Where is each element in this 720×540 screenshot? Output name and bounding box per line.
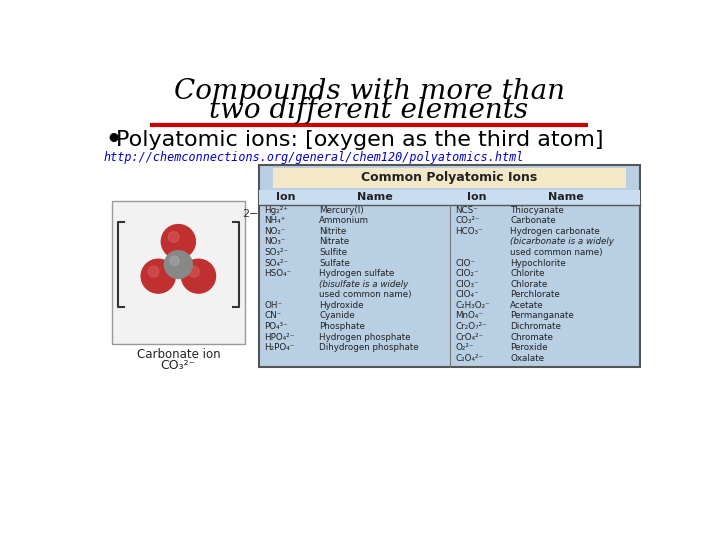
Circle shape [148,266,159,277]
Text: (bicarbonate is a widely: (bicarbonate is a widely [510,238,614,246]
Text: Acetate: Acetate [510,301,544,310]
Text: Hydrogen carbonate: Hydrogen carbonate [510,227,600,236]
Text: Nitrite: Nitrite [320,227,346,236]
Text: Compounds with more than: Compounds with more than [174,78,564,105]
Text: Common Polyatomic Ions: Common Polyatomic Ions [361,172,538,185]
Circle shape [170,256,179,265]
Text: two different elements: two different elements [210,98,528,125]
Text: ClO₄⁻: ClO₄⁻ [455,291,479,299]
Text: Hg₂²⁺: Hg₂²⁺ [264,206,289,215]
Text: Permanganate: Permanganate [510,312,574,320]
Text: C₂O₄²⁻: C₂O₄²⁻ [455,354,483,363]
Text: Perchlorate: Perchlorate [510,291,560,299]
Text: SO₄²⁻: SO₄²⁻ [264,259,289,268]
Text: Hydroxide: Hydroxide [320,301,364,310]
Text: ClO⁻: ClO⁻ [455,259,475,268]
Text: Peroxide: Peroxide [510,343,547,352]
Text: CrO₄²⁻: CrO₄²⁻ [455,333,483,342]
Text: •: • [104,126,122,155]
Text: CO₃²⁻: CO₃²⁻ [455,217,480,225]
Text: PO₄³⁻: PO₄³⁻ [264,322,288,331]
Text: (bisulfate is a widely: (bisulfate is a widely [320,280,409,289]
Text: Chlorate: Chlorate [510,280,547,289]
Text: HCO₃⁻: HCO₃⁻ [455,227,483,236]
Text: HSO₄⁻: HSO₄⁻ [264,269,292,278]
Circle shape [168,232,179,242]
Text: SO₃²⁻: SO₃²⁻ [264,248,289,257]
Text: ClO₂⁻: ClO₂⁻ [455,269,479,278]
Text: Carbonate ion: Carbonate ion [137,348,220,361]
Text: Chromate: Chromate [510,333,553,342]
Circle shape [164,251,192,279]
Text: Mercury(I): Mercury(I) [320,206,364,215]
Text: 2−: 2− [242,209,258,219]
Text: Cr₂O₇²⁻: Cr₂O₇²⁻ [455,322,487,331]
Text: C₂H₃O₂⁻: C₂H₃O₂⁻ [455,301,490,310]
Text: Carbonate: Carbonate [510,217,556,225]
Circle shape [189,266,199,277]
Text: CN⁻: CN⁻ [264,312,282,320]
Text: Hydrogen sulfate: Hydrogen sulfate [320,269,395,278]
Text: NH₄⁺: NH₄⁺ [264,217,286,225]
Circle shape [141,259,175,293]
Text: Cyanide: Cyanide [320,312,355,320]
Text: MnO₄⁻: MnO₄⁻ [455,312,483,320]
Text: used common name): used common name) [320,291,412,299]
FancyBboxPatch shape [112,201,245,343]
Text: H₂PO₄⁻: H₂PO₄⁻ [264,343,294,352]
Text: Ammonium: Ammonium [320,217,369,225]
Text: Sulfite: Sulfite [320,248,347,257]
Text: CO₃²⁻: CO₃²⁻ [161,359,196,372]
Text: NO₂⁻: NO₂⁻ [264,227,286,236]
Text: Sulfate: Sulfate [320,259,350,268]
Text: http://chemconnections.org/general/chem120/polyatomics.html: http://chemconnections.org/general/chem1… [104,151,524,164]
Text: ClO₃⁻: ClO₃⁻ [455,280,479,289]
Text: Nitrate: Nitrate [320,238,349,246]
Text: Ion: Ion [276,192,296,202]
Text: NCS⁻: NCS⁻ [455,206,478,215]
Text: NO₃⁻: NO₃⁻ [264,238,286,246]
Text: Name: Name [357,192,393,202]
Text: Dichromate: Dichromate [510,322,561,331]
Text: OH⁻: OH⁻ [264,301,282,310]
FancyBboxPatch shape [259,190,640,205]
Text: Dihydrogen phosphate: Dihydrogen phosphate [320,343,419,352]
Text: Name: Name [548,192,584,202]
Text: Hydrogen phosphate: Hydrogen phosphate [320,333,411,342]
Text: HPO₄²⁻: HPO₄²⁻ [264,333,294,342]
Text: Thiocyanate: Thiocyanate [510,206,564,215]
FancyBboxPatch shape [273,168,626,188]
Circle shape [161,225,195,259]
Text: used common name): used common name) [510,248,603,257]
Text: Phosphate: Phosphate [320,322,365,331]
Circle shape [181,259,215,293]
Text: Polyatomic ions: [oxygen as the third atom]: Polyatomic ions: [oxygen as the third at… [116,130,603,150]
Text: Chlorite: Chlorite [510,269,544,278]
Text: Ion: Ion [467,192,487,202]
FancyBboxPatch shape [259,165,640,367]
Text: Hypochlorite: Hypochlorite [510,259,566,268]
Text: Oxalate: Oxalate [510,354,544,363]
Text: O₂²⁻: O₂²⁻ [455,343,474,352]
